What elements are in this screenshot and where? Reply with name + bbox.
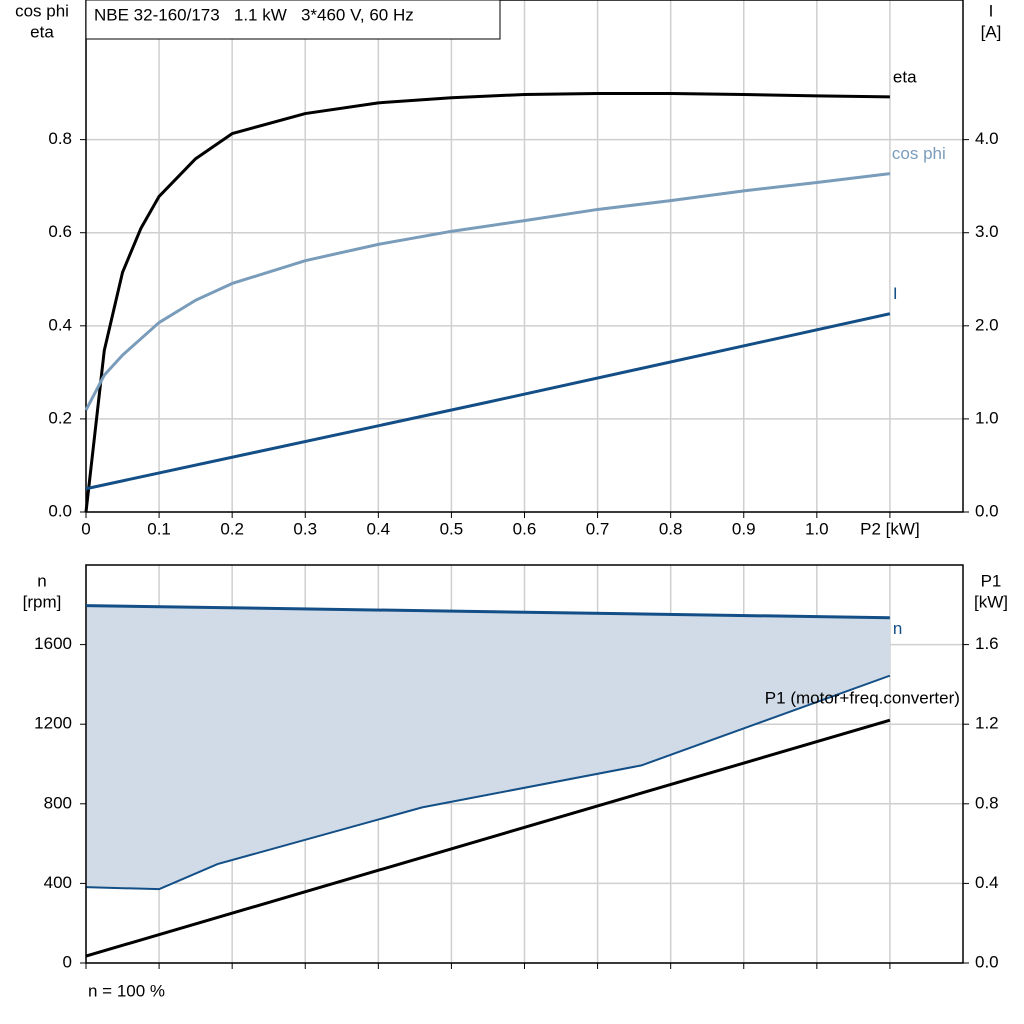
x-tick-label: 0.4 [367, 519, 391, 538]
y2-tick-label: 0.4 [975, 873, 999, 892]
y2-tick-label: 4.0 [975, 129, 999, 148]
y2-tick-label: 1.6 [975, 634, 999, 653]
y2-tick-label: 1.0 [975, 408, 999, 427]
range-lower-line [85, 674, 891, 891]
x-tick-label: 1.0 [805, 519, 829, 538]
series-label: eta [893, 67, 917, 86]
series-line [85, 718, 891, 958]
x-tick-label: 0.2 [220, 519, 244, 538]
series-label: I [893, 284, 898, 303]
y2-tick-label: 0.0 [975, 501, 999, 520]
series-line [84, 92, 890, 513]
x-tick-label: 0.5 [440, 519, 464, 538]
range-area [86, 605, 890, 890]
x-tick-label: 0.3 [293, 519, 317, 538]
series-line [85, 312, 891, 491]
series-line [85, 604, 890, 620]
y2-axis-label: [kW] [974, 592, 1008, 611]
y-axis-label: eta [30, 22, 54, 41]
y2-tick-label: 1.2 [975, 714, 999, 733]
chart-title: NBE 32-160/173 1.1 kW 3*460 V, 60 Hz [94, 5, 414, 24]
y2-tick-label: 0.8 [975, 793, 999, 812]
x-tick-label: 0.6 [513, 519, 537, 538]
y-axis-label: [rpm] [23, 592, 62, 611]
title-box [85, 0, 501, 40]
series-label: cos phi [892, 144, 946, 163]
x-tick-label: 0.9 [732, 519, 756, 538]
x-tick-label: 0.1 [147, 519, 171, 538]
y-tick-label: 0.8 [48, 129, 72, 148]
y-tick-label: 0.4 [48, 315, 72, 334]
y-axis-label: n [37, 571, 46, 590]
y-tick-label: 1600 [34, 634, 72, 653]
series-line [84, 172, 891, 411]
y-tick-label: 0.6 [48, 222, 72, 241]
y2-tick-label: 2.0 [975, 315, 999, 334]
y2-axis-label: I [989, 1, 994, 20]
x-tick-label: 0.7 [586, 519, 610, 538]
series-label: n [893, 619, 902, 638]
y2-tick-label: 0.0 [975, 952, 999, 971]
y2-axis-label: [A] [981, 22, 1002, 41]
note: n = 100 % [88, 981, 165, 1000]
x-tick-label: P2 [kW] [860, 519, 920, 538]
y-tick-label: 400 [44, 873, 72, 892]
y-tick-label: 0.2 [48, 408, 72, 427]
x-tick-label: 0 [81, 519, 90, 538]
y-tick-label: 0 [63, 952, 72, 971]
y-tick-label: 0.0 [48, 501, 72, 520]
x-tick-label: 0.8 [659, 519, 683, 538]
y-tick-label: 1200 [34, 714, 72, 733]
y2-tick-label: 3.0 [975, 222, 999, 241]
y-tick-label: 800 [44, 793, 72, 812]
y2-axis-label: P1 [981, 571, 1002, 590]
series-label: P1 (motor+freq.converter) [765, 689, 960, 708]
y-axis-label: cos phi [15, 1, 69, 20]
